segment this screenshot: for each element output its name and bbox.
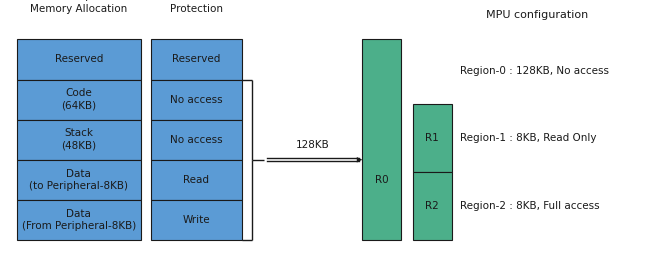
Text: Code
(64KB): Code (64KB) bbox=[61, 88, 97, 111]
Text: No access: No access bbox=[170, 135, 223, 145]
Bar bbox=[362, 39, 401, 240]
Bar bbox=[151, 80, 242, 120]
Text: Reserved: Reserved bbox=[172, 54, 221, 65]
Text: Desired
Protection: Desired Protection bbox=[170, 0, 223, 14]
Text: R2: R2 bbox=[425, 201, 439, 211]
Text: 128KB: 128KB bbox=[296, 139, 330, 150]
Text: R1: R1 bbox=[425, 133, 439, 143]
Bar bbox=[151, 160, 242, 200]
Text: Example
Memory Allocation: Example Memory Allocation bbox=[30, 0, 127, 14]
Bar bbox=[17, 120, 141, 160]
Bar bbox=[17, 80, 141, 120]
Text: MPU configuration: MPU configuration bbox=[486, 10, 588, 20]
Bar bbox=[151, 120, 242, 160]
Bar bbox=[17, 39, 141, 80]
Text: Write: Write bbox=[183, 215, 210, 225]
Text: Data
(to Peripheral-8KB): Data (to Peripheral-8KB) bbox=[30, 169, 128, 191]
Text: Region-2 : 8KB, Full access: Region-2 : 8KB, Full access bbox=[460, 201, 599, 211]
Bar bbox=[151, 200, 242, 240]
Text: Region-0 : 128KB, No access: Region-0 : 128KB, No access bbox=[460, 67, 609, 76]
Bar bbox=[17, 200, 141, 240]
Bar bbox=[17, 160, 141, 200]
Text: Read: Read bbox=[183, 175, 209, 185]
Text: Region-1 : 8KB, Read Only: Region-1 : 8KB, Read Only bbox=[460, 133, 596, 143]
Text: Stack
(48KB): Stack (48KB) bbox=[61, 129, 97, 151]
Text: No access: No access bbox=[170, 94, 223, 105]
Bar bbox=[151, 39, 242, 80]
Text: R0: R0 bbox=[375, 175, 389, 185]
Text: Data
(From Peripheral-8KB): Data (From Peripheral-8KB) bbox=[21, 209, 136, 231]
Bar bbox=[413, 104, 452, 172]
Text: Reserved: Reserved bbox=[54, 54, 103, 65]
Bar bbox=[413, 172, 452, 240]
